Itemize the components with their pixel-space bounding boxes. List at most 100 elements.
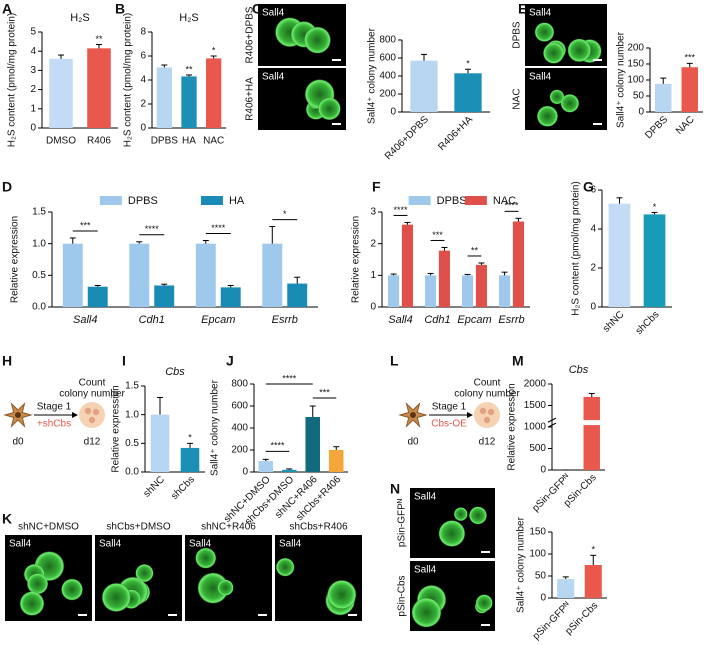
significance: * [188,433,192,443]
legend-label: DPBS [128,195,158,207]
stain-label: Sall4 [279,539,302,550]
significance: *** [80,220,91,230]
panel-letter: E [518,1,527,17]
bar [49,58,73,128]
colony-stain [411,597,442,628]
y-tick-label: 0 [242,467,248,478]
significance: **** [270,441,285,451]
count-label: Count [79,378,106,389]
stain-label: Sall4 [262,72,285,83]
y-tick-label: 2 [30,84,36,95]
bar [512,221,524,307]
y-tick-label: 1.5 [32,207,46,218]
y-tick-label: 0.0 [32,302,46,313]
colony-stain [475,594,493,612]
condition-label: R406+DPBS [245,6,256,63]
bar [438,250,450,307]
panel-letter: M [512,353,524,369]
y-axis-label: Relative expression [10,216,21,303]
bar [87,286,108,307]
colony-stain [60,578,84,601]
stage-label: Stage 1 [432,402,467,413]
y-tick-label: 0 [540,465,546,476]
y-tick-label: 0 [638,107,644,118]
colony-stain [195,547,217,569]
legend-label: DPBS [437,195,467,207]
y-axis-label: Sall4⁺ colony number [367,27,378,124]
y-tick-label: 3 [370,207,376,218]
colony-stain [453,507,468,522]
colony-stain [217,579,234,597]
bar [62,243,83,307]
panel-letter: G [583,179,594,195]
legend-label: NAC [493,195,516,207]
colony-stain [303,26,332,54]
bar [156,67,172,128]
colony-stain [536,105,559,128]
day-label: d12 [84,437,101,448]
y-axis-label: H₂S content (pmol/mg protein) [123,13,134,148]
y-tick-label: 500 [529,443,546,454]
stain-label: Sall4 [262,8,285,19]
significance: *** [684,53,695,63]
significance: * [212,45,216,55]
significance: **** [504,201,519,211]
y-tick-label: 100 [627,75,644,86]
treatment-label: Cbs-OE [431,419,467,430]
count-label: colony number [454,389,520,400]
x-tick-label: Cdh1 [139,314,165,326]
legend-swatch [464,196,487,205]
count-label: colony number [59,389,125,400]
bar [262,243,283,307]
bar [87,48,111,128]
y-axis-label: Relative expression [507,383,518,470]
y-axis-label: H₂S content (pmol/mg protein) [571,181,582,316]
panel-letter: B [115,1,125,17]
colony-cell [479,407,487,415]
x-tick-label: NAC [203,136,224,147]
y-tick-label: 2 [370,238,376,249]
colony-stain [26,572,49,595]
colony-cell [84,407,92,415]
y-tick-label: 0.5 [125,438,139,449]
x-tick-label: Sall4 [73,314,97,326]
arrow-head [72,412,78,418]
x-tick-label: Epcam [457,314,491,326]
stain-label: Sall4 [189,539,212,550]
y-tick-label: 0.0 [125,467,139,478]
x-tick-label: DMSO [46,136,76,147]
y-tick-label: 5 [30,27,36,38]
colony-stain [468,506,488,525]
significance: *** [319,387,330,397]
panel-letter: C [252,1,262,17]
stain-label: Sall4 [529,8,552,19]
bar [584,565,602,598]
significance: * [591,545,595,555]
colony-stain [567,38,592,63]
condition-label: pSin-Cbs [397,575,408,616]
condition-label: R406+HA [245,77,256,121]
colony-cell [92,408,100,416]
bar [150,414,170,472]
bar [287,283,308,307]
colony-stain [135,563,154,583]
panel-letter: H [2,353,12,369]
y-tick-label: 400 [379,71,396,82]
y-tick-label: 50 [535,571,547,582]
arrow-head [467,412,473,418]
legend-swatch [408,196,431,205]
y-axis-label: H₂S content (pmol/mg protein) [7,13,18,148]
bar [410,60,438,112]
y-tick-label: 6 [590,185,596,196]
colony-stain [438,519,466,548]
y-tick-label: 0 [370,302,376,313]
y-tick-label: 150 [529,527,546,538]
colony-stain [317,97,342,121]
significance: ** [185,64,193,74]
x-tick-label: DPBS [151,136,179,147]
significance: **** [282,373,297,383]
x-tick-label: R406 [87,136,111,147]
y-tick-label: 4 [140,75,146,86]
colony-stain [549,89,565,105]
y-tick-label: 1 [370,270,376,281]
